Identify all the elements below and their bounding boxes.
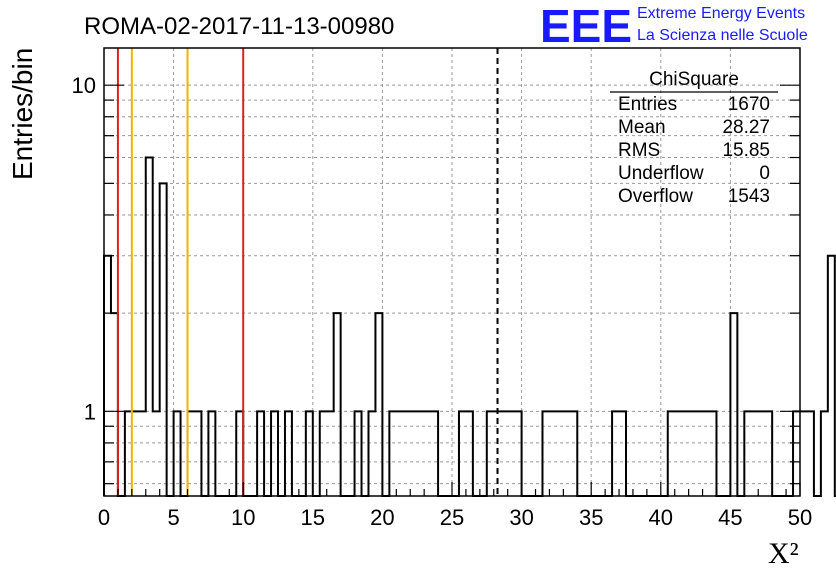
stats-label: Overflow — [618, 186, 693, 207]
y-tick-label: 10 — [72, 73, 96, 98]
histogram-bars — [103, 156, 836, 497]
x-tick-label: 15 — [301, 505, 325, 530]
histogram-outline — [103, 156, 836, 497]
x-tick-label: 50 — [788, 505, 812, 530]
stats-value: 1543 — [728, 186, 770, 207]
stats-value: 15.85 — [722, 140, 770, 161]
x-tick-label: 30 — [509, 505, 533, 530]
plot-frame — [103, 47, 801, 497]
stats-value: 0 — [759, 163, 770, 184]
x-tick-label: 0 — [98, 505, 110, 530]
stats-label: Entries — [618, 94, 677, 115]
stats-label: Mean — [618, 117, 666, 138]
stats-value: 1670 — [728, 94, 770, 115]
axis-ticks: 0 5 10 15 20 25 30 35 40 45 50 1 10 — [72, 73, 813, 530]
stats-box: ChiSquare Entries 1670 Mean 28.27 RMS 15.85 Un… — [610, 69, 778, 207]
x-tick-label: 20 — [370, 505, 394, 530]
grid-lines — [104, 48, 800, 496]
x-tick-label: 40 — [649, 505, 673, 530]
stats-title: ChiSquare — [649, 69, 739, 90]
reference-lines — [116, 48, 499, 496]
stats-value: 28.27 — [722, 117, 770, 138]
stats-label: RMS — [618, 140, 660, 161]
x-tick-label: 25 — [440, 505, 464, 530]
x-tick-label: 5 — [167, 505, 179, 530]
x-tick-label: 45 — [718, 505, 742, 530]
y-axis-label: Entries/bin — [7, 48, 38, 180]
y-tick-label: 1 — [84, 399, 96, 424]
chart-title: ROMA-02-2017-11-13-00980 — [84, 13, 394, 40]
x-tick-label: 35 — [579, 505, 603, 530]
eee-logo-text: EEE — [540, 0, 632, 52]
brand-line-1: Extreme Energy Events — [637, 5, 805, 22]
x-axis-label: X² — [768, 537, 799, 570]
brand-line-2: La Scienza nelle Scuole — [637, 27, 808, 44]
stats-label: Underflow — [618, 163, 704, 184]
x-tick-label: 10 — [231, 505, 255, 530]
eee-logo: EEE Extreme Energy Events La Scienza nel… — [540, 0, 808, 52]
